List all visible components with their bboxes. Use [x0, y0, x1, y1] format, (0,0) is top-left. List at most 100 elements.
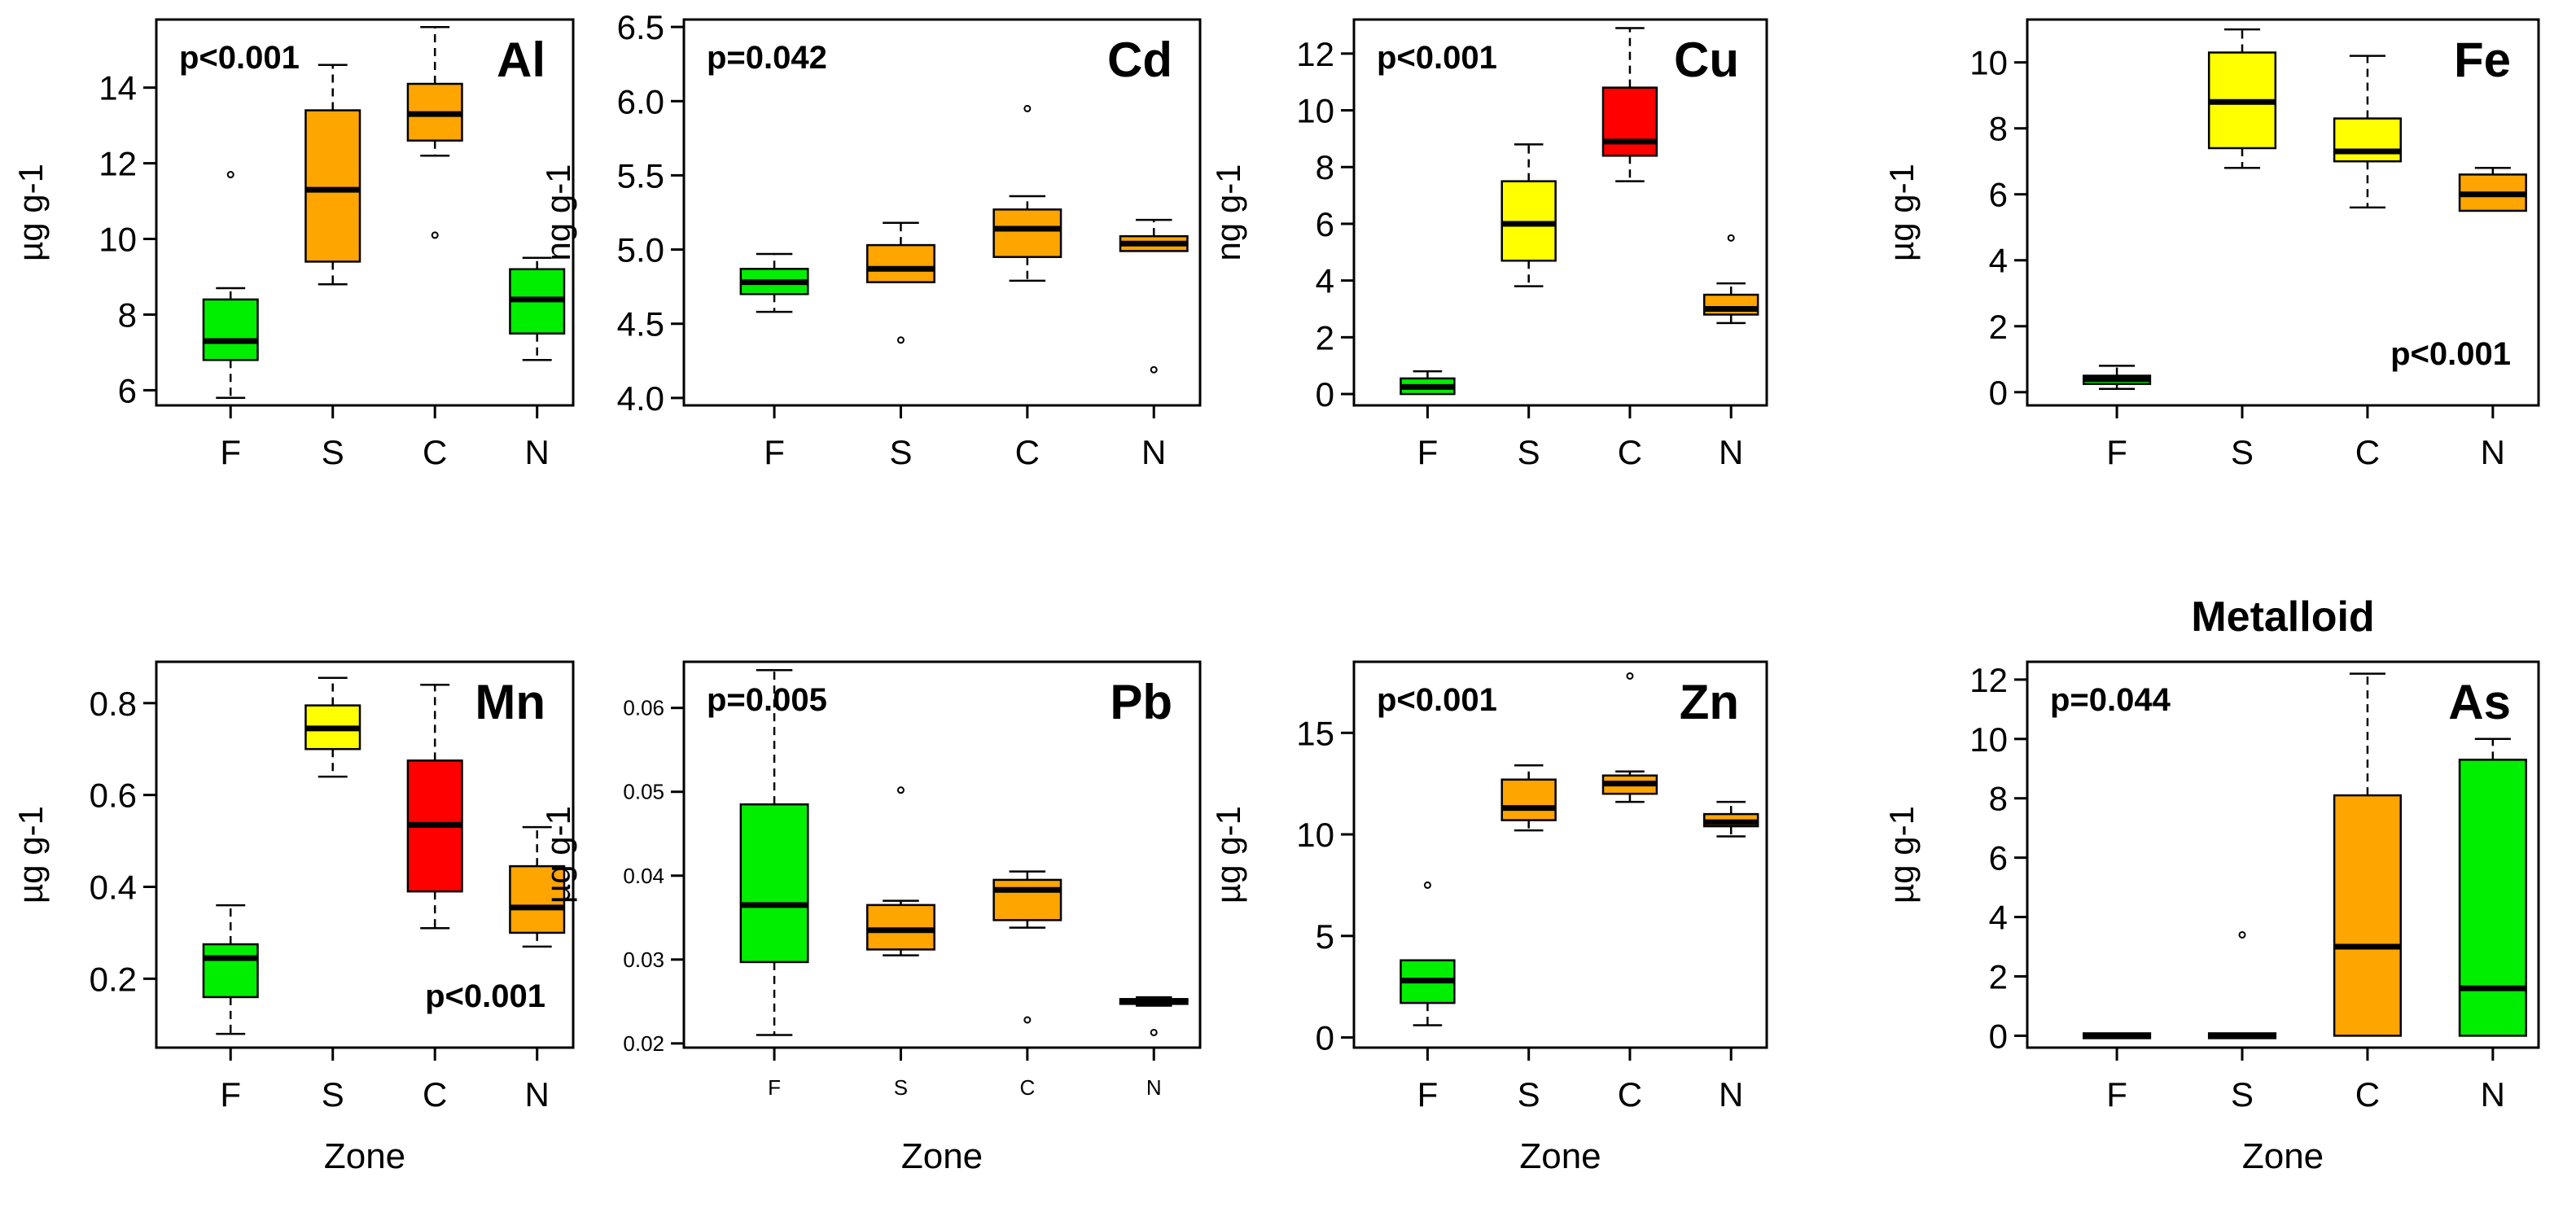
x-tick-label: S [889, 433, 912, 471]
y-tick-label: 4.0 [617, 379, 664, 418]
box-body [1601, 86, 1658, 157]
y-tick-label: 5.5 [617, 156, 664, 195]
box-body [865, 243, 935, 283]
y-tick-label: 6 [1316, 205, 1334, 243]
x-tick-label: S [2231, 1075, 2254, 1114]
box-mn-n [509, 825, 566, 948]
y-tick-label: 6.5 [617, 8, 664, 46]
box-fe-c [2333, 55, 2402, 209]
y-axis-label: µg g-1 [11, 806, 50, 904]
x-axis-label: Zone [1519, 1136, 1601, 1176]
y-tick-label: 5 [1316, 917, 1334, 956]
y-tick-label: 14 [99, 69, 137, 107]
box-body [2333, 117, 2402, 163]
x-tick-label: S [894, 1075, 908, 1100]
box-zn-c [1601, 672, 1658, 803]
panel-fe: 0 2 4 6 8 10 F S C Nµg g-1 Fe p<0.001 [1882, 18, 2540, 471]
x-tick-label: N [2481, 433, 2505, 471]
box-as-c [2333, 672, 2402, 1037]
plot-frame [682, 660, 1202, 1049]
panel-cd: 4.0 4.5 5.0 5.5 6.0 6.5 F S C Nng g-1 Cd p=0.042 [539, 8, 1202, 471]
outlier-point [226, 171, 234, 179]
box-al-s [304, 63, 361, 286]
x-tick-label: C [1019, 1075, 1035, 1100]
outlier-point [1626, 672, 1634, 680]
y-tick-label: 6 [1989, 176, 2008, 214]
p-value-label: p<0.001 [1377, 682, 1497, 718]
x-tick-label: N [525, 433, 550, 471]
x-tick-label: S [322, 433, 344, 471]
panel-as: 0 2 4 6 8 10 12 F S C Nµg g-1 Zone As p=0.044 Metalloi… [1882, 593, 2540, 1176]
metalloid-title: Metalloid [2191, 593, 2374, 641]
box-as-f [2083, 1032, 2152, 1039]
y-tick-label: 0.6 [90, 777, 137, 815]
element-title: Zn [1680, 675, 1739, 729]
x-tick-label: N [1146, 1075, 1162, 1100]
y-tick-label: 6 [118, 371, 137, 409]
box-mn-c [406, 683, 463, 930]
box-pb-c [992, 870, 1062, 1024]
box-al-n [509, 256, 566, 361]
element-title: Pb [1110, 675, 1172, 729]
box-cd-c [992, 104, 1062, 282]
y-tick-label: 0.03 [623, 947, 664, 972]
y-tick-label: 4 [1316, 262, 1334, 300]
plot-frame [155, 660, 575, 1049]
y-axis-label: µg g-1 [1882, 806, 1921, 904]
y-tick-label: 8 [118, 295, 137, 334]
x-tick-label: S [322, 1075, 344, 1114]
box-mn-f [202, 904, 259, 1035]
box-al-c [406, 26, 463, 239]
x-tick-label: F [1417, 433, 1439, 471]
y-tick-label: 2 [1989, 308, 2008, 346]
element-title: Al [497, 33, 545, 87]
y-tick-label: 2 [1989, 957, 2008, 996]
y-axis-label: µg g-1 [1882, 164, 1921, 261]
y-tick-label: 0.4 [90, 869, 137, 907]
box-zn-f [1400, 881, 1456, 1026]
y-tick-label: 0.2 [90, 960, 137, 998]
x-tick-label: C [2355, 1075, 2380, 1114]
y-axis-label: ng g-1 [539, 164, 577, 260]
p-value-label: p=0.042 [707, 40, 827, 76]
x-tick-label: S [1518, 1075, 1540, 1114]
box-body [992, 878, 1062, 921]
box-zn-s [1500, 764, 1557, 832]
y-tick-label: 12 [1296, 35, 1334, 73]
y-tick-label: 8 [1989, 110, 2008, 148]
box-cd-s [865, 221, 935, 344]
y-tick-label: 12 [1969, 661, 2008, 699]
outlier-point [1727, 234, 1735, 242]
x-tick-label: F [220, 433, 241, 471]
outlier-point [1150, 365, 1158, 374]
x-tick-label: N [525, 1075, 550, 1114]
x-tick-label: N [1719, 1075, 1743, 1114]
panel-cu: 0 2 4 6 8 10 12 F S C Nng g-1 Cu p<0.001 [1209, 18, 1768, 471]
y-tick-label: 10 [1296, 816, 1334, 854]
box-cu-f [1400, 370, 1456, 396]
box-body [1500, 778, 1557, 821]
box-cu-n [1703, 234, 1759, 325]
plot-frame [2026, 660, 2540, 1049]
outlier-point [1423, 881, 1431, 889]
box-al-f [202, 171, 259, 399]
y-tick-label: 0.8 [90, 685, 137, 723]
y-tick-label: 4 [1989, 242, 2008, 280]
y-tick-label: 12 [99, 145, 137, 183]
p-value-label: p=0.044 [2050, 682, 2171, 718]
y-tick-label: 8 [1316, 148, 1334, 186]
box-pb-f [739, 669, 809, 1036]
p-value-label: p<0.001 [179, 40, 300, 76]
x-tick-label: C [423, 433, 447, 471]
x-tick-label: F [764, 433, 785, 471]
x-axis-label: Zone [324, 1136, 405, 1176]
plot-frame [2026, 18, 2540, 407]
outlier-point [1023, 104, 1032, 112]
x-tick-label: C [423, 1075, 447, 1114]
x-tick-label: C [1015, 433, 1040, 471]
y-tick-label: 0 [1989, 1017, 2008, 1055]
plot-frame [155, 18, 575, 407]
box-cu-s [1500, 143, 1557, 287]
element-title: Mn [475, 675, 545, 729]
